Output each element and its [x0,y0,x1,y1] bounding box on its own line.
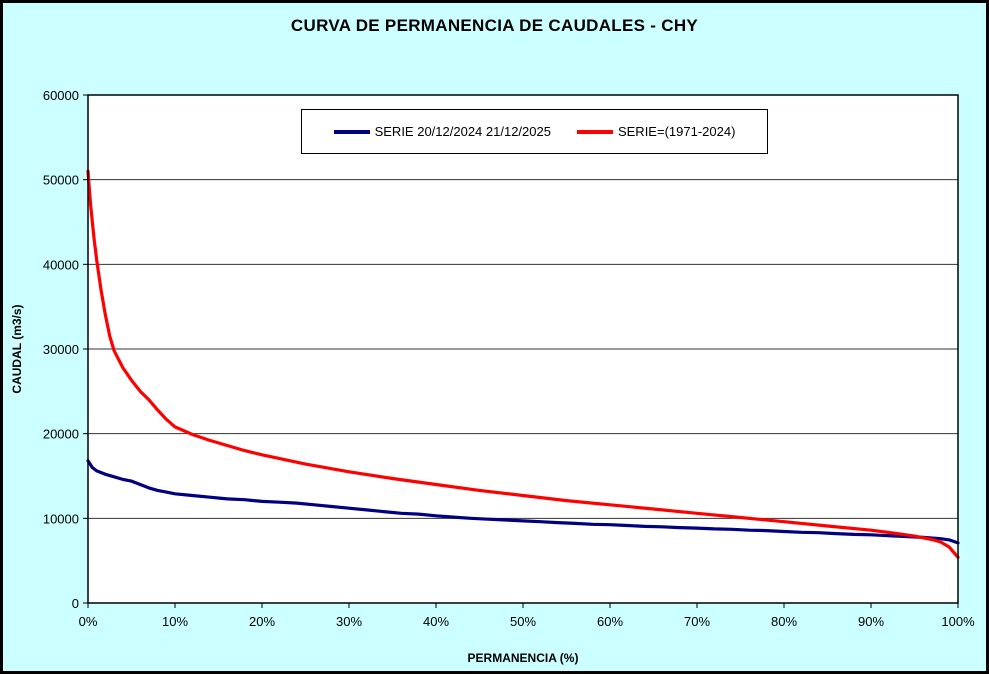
y-tick-label: 50000 [43,173,79,188]
x-tick-label: 40% [423,614,449,629]
x-tick-label: 10% [162,614,188,629]
legend-entry-serie-actual: SERIE 20/12/2024 21/12/2025 [333,124,551,139]
y-tick-label: 40000 [43,257,79,272]
x-tick-label: 20% [249,614,275,629]
y-tick-label: 30000 [43,342,79,357]
series-line-0 [86,459,960,545]
x-tick-label: 80% [771,614,797,629]
legend-line-sample-blue [333,129,370,134]
legend-line-sample-red [576,129,613,134]
x-tick-label: 90% [858,614,884,629]
x-tick-label: 70% [684,614,710,629]
x-tick-label: 50% [510,614,536,629]
y-tick-label: 20000 [43,427,79,442]
y-tick-label: 60000 [43,88,79,103]
x-tick-label: 30% [336,614,362,629]
series-line-1 [86,169,960,559]
legend-box: SERIE 20/12/2024 21/12/2025 SERIE=(1971-… [301,109,768,154]
x-tick-label: 60% [597,614,623,629]
x-axis-title: PERMANENCIA (%) [467,651,579,665]
legend-entry-serie-historica: SERIE=(1971-2024) [576,124,736,139]
legend-label-serie-historica: SERIE=(1971-2024) [617,124,736,139]
x-tick-label: 100% [941,614,975,629]
chart-title: CURVA DE PERMANENCIA DE CAUDALES - CHY [290,16,699,35]
x-tick-label: 0% [79,614,98,629]
y-axis-title: CAUDAL (m3/s) [10,304,24,394]
plot-border [87,94,959,604]
legend-label-serie-actual: SERIE 20/12/2024 21/12/2025 [374,124,551,139]
y-tick-label: 0 [72,596,79,611]
chart-canvas: 0 10000 20000 30000 40000 50000 60000 0% 10% 20% 3… [43,88,975,629]
y-tick-label: 10000 [43,511,79,526]
